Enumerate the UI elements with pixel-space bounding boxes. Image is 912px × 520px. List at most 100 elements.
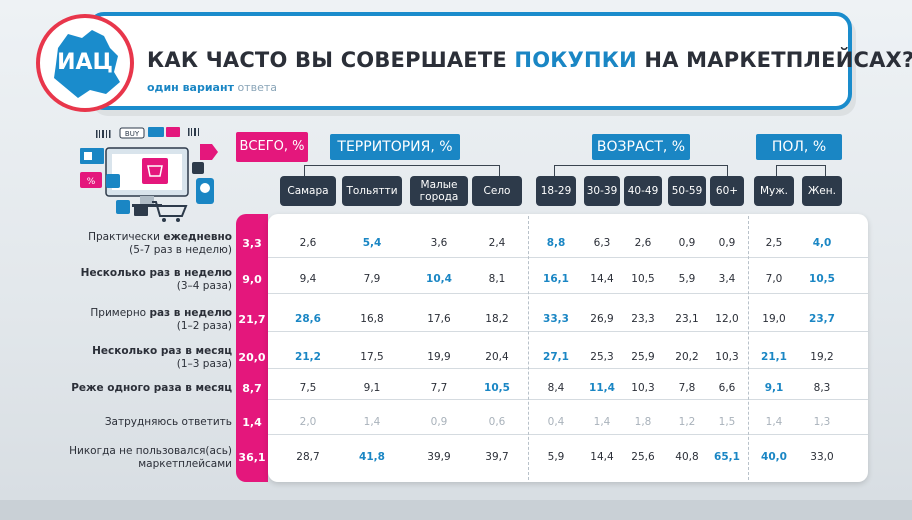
table-cell: 10,3 [715, 351, 739, 363]
row-label: Несколько раз в месяц (1–3 раза) [92, 345, 232, 371]
table-cell: 4,0 [812, 237, 832, 249]
title-part-1: КАК ЧАСТО ВЫ СОВЕРШАЕТЕ [147, 48, 515, 72]
table-cell: 9,1 [363, 382, 381, 394]
table-cell: 39,9 [427, 451, 451, 463]
table-cell: 25,3 [590, 351, 614, 363]
row-label-bold: раз в неделю [149, 307, 232, 319]
group-divider [748, 216, 749, 480]
total-value: 8,7 [242, 382, 262, 395]
table-cell: 0,4 [547, 416, 565, 428]
table-cell: 10,5 [809, 273, 835, 285]
row-label: Практически ежедневно (5-7 раз в неделю) [88, 231, 232, 257]
row-divider [268, 434, 868, 435]
table-cell: 40,8 [675, 451, 699, 463]
group-header-total: ВСЕГО, % [236, 132, 308, 162]
table-cell: 10,4 [426, 273, 452, 285]
row-divider [268, 257, 868, 258]
table-cell: 12,0 [715, 313, 739, 325]
svg-text:%: % [87, 177, 96, 187]
table-cell: 17,6 [427, 313, 451, 325]
bottom-band [0, 500, 912, 520]
table-cell: 33,0 [810, 451, 834, 463]
total-column [236, 214, 268, 482]
table-cell: 14,4 [590, 451, 614, 463]
row-label: Затрудняюсь ответить [105, 416, 232, 429]
column-header: Муж. [754, 176, 794, 206]
table-cell: 5,9 [547, 451, 565, 463]
table-cell: 17,5 [360, 351, 384, 363]
page-title: КАК ЧАСТО ВЫ СОВЕРШАЕТЕ ПОКУПКИ НА МАРКЕ… [147, 48, 912, 72]
table-cell: 0,9 [718, 237, 736, 249]
table-cell: 1,4 [593, 416, 611, 428]
table-cell: 20,2 [675, 351, 699, 363]
total-value: 21,7 [238, 313, 266, 326]
territory-bracket [304, 165, 500, 176]
online-shopping-illustration: BUY % [76, 122, 226, 222]
row-label: Никогда не пользовался(ась) маркетплейсам… [69, 445, 232, 471]
row-label: Примерно раз в неделю (1–2 раза) [90, 307, 232, 333]
table-cell: 27,1 [543, 351, 569, 363]
table-cell: 28,7 [296, 451, 320, 463]
table-cell: 18,2 [485, 313, 509, 325]
sex-bracket [776, 165, 826, 176]
table-cell: 14,4 [590, 273, 614, 285]
table-cell: 28,6 [295, 313, 321, 325]
row-label-detail: маркетплейсами [138, 458, 232, 470]
column-header: Тольятти [342, 176, 402, 206]
table-cell: 1,4 [363, 416, 381, 428]
table-cell: 23,3 [631, 313, 655, 325]
table-cell: 65,1 [714, 451, 740, 463]
table-cell: 39,7 [485, 451, 509, 463]
table-cell: 19,2 [810, 351, 834, 363]
row-divider [268, 293, 868, 294]
column-header: 50-59 [668, 176, 706, 206]
table-cell: 8,8 [546, 237, 566, 249]
row-label-text: Затрудняюсь ответить [104, 416, 232, 428]
table-cell: 16,1 [543, 273, 569, 285]
total-value: 36,1 [238, 451, 266, 464]
column-header: Село [472, 176, 522, 206]
table-cell: 1,5 [718, 416, 736, 428]
table-cell: 19,9 [427, 351, 451, 363]
row-divider [268, 368, 868, 369]
total-value: 20,0 [238, 351, 266, 364]
table-cell: 2,6 [299, 237, 317, 249]
logo-text: ИАЦ [57, 50, 113, 75]
group-header-age: ВОЗРАСТ, % [592, 134, 690, 160]
iac-logo: ИАЦ [36, 14, 134, 112]
column-header: Жен. [802, 176, 842, 206]
region-map-icon [54, 30, 120, 98]
table-cell: 8,4 [547, 382, 565, 394]
row-label: Реже одного раза в месяц [71, 382, 232, 395]
results-table [268, 214, 868, 482]
table-cell: 1,8 [634, 416, 652, 428]
total-value: 9,0 [242, 273, 262, 286]
table-cell: 7,0 [765, 273, 783, 285]
buy-tag-text: BUY [125, 130, 140, 138]
group-header-territory: ТЕРРИТОРИЯ, % [330, 134, 460, 160]
table-cell: 1,2 [678, 416, 696, 428]
table-cell: 1,3 [813, 416, 831, 428]
row-label: Несколько раз в неделю (3–4 раза) [81, 267, 232, 293]
table-cell: 2,5 [765, 237, 783, 249]
table-cell: 9,4 [299, 273, 317, 285]
column-header: 18-29 [536, 176, 576, 206]
row-divider [268, 331, 868, 332]
group-header-sex: ПОЛ, % [756, 134, 842, 160]
row-divider [268, 399, 868, 400]
age-bracket [554, 165, 728, 176]
table-cell: 0,9 [678, 237, 696, 249]
title-part-2: НА МАРКЕТПЛЕЙСАХ? [636, 48, 912, 72]
row-label-text: Никогда не пользовался(ась) [69, 445, 232, 457]
page-subtitle: один вариант ответа [147, 81, 277, 94]
table-cell: 25,9 [631, 351, 655, 363]
table-cell: 3,6 [430, 237, 448, 249]
table-cell: 21,2 [295, 351, 321, 363]
row-label-text: Примерно [90, 307, 150, 319]
table-cell: 21,1 [761, 351, 787, 363]
table-cell: 1,4 [765, 416, 783, 428]
row-label-bold: Несколько раз в неделю [80, 267, 232, 279]
row-label-detail: (1–3 раза) [176, 358, 232, 370]
table-cell: 7,5 [299, 382, 317, 394]
table-cell: 0,6 [488, 416, 506, 428]
